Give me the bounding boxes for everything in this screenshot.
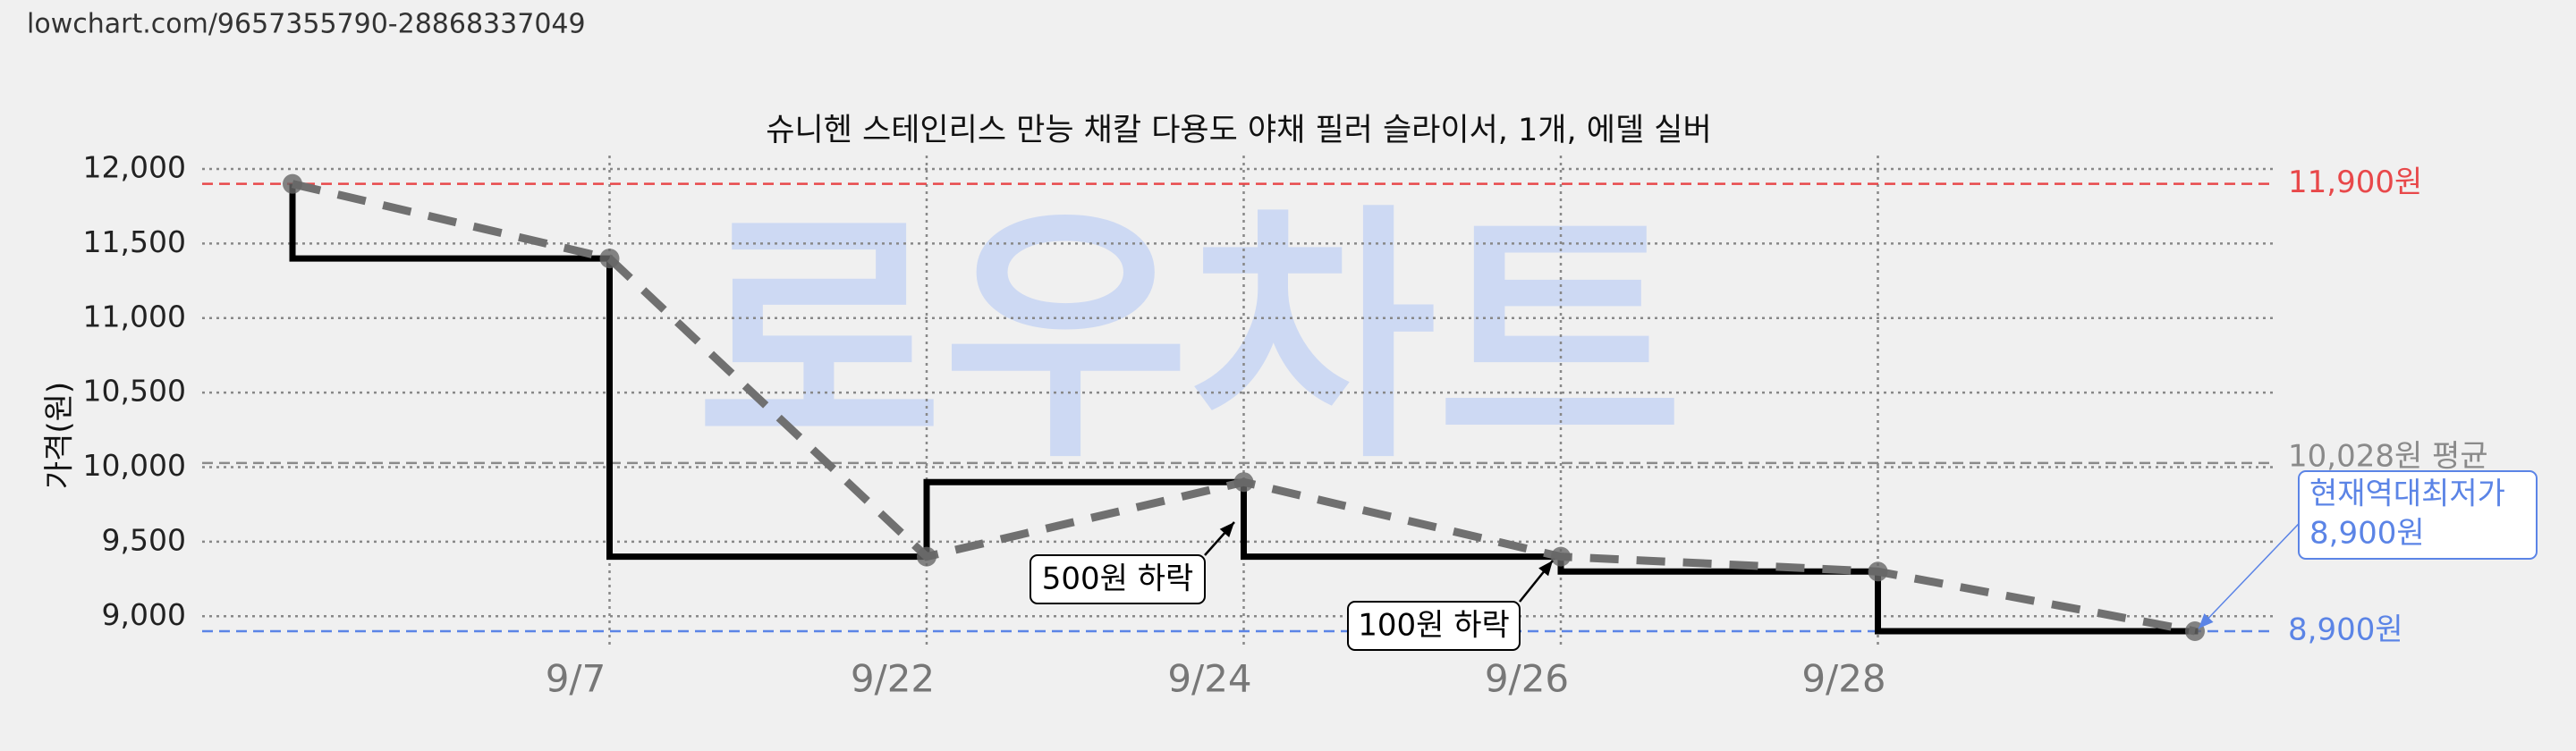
annotation: 500원 하락 bbox=[1030, 521, 1235, 604]
reference-label: 11,900원 bbox=[2288, 165, 2422, 200]
annotation-box bbox=[1347, 601, 1521, 651]
y-axis-label: 가격(원) bbox=[42, 382, 78, 489]
reference-label: 10,028원 평균 bbox=[2288, 438, 2488, 474]
annotation-text: 8,900원 bbox=[2309, 516, 2425, 552]
y-tick-label: 11,000 bbox=[83, 299, 186, 333]
url: lowchart.com/9657355790-28868337049 bbox=[27, 9, 586, 40]
annotation-text: 100원 하락 bbox=[1358, 608, 1510, 644]
watermark: 로우차트 bbox=[696, 182, 1683, 494]
x-tick-label: 9/24 bbox=[1167, 657, 1251, 701]
annotation-arrowhead bbox=[2199, 613, 2214, 629]
annotation-arrowhead bbox=[1538, 561, 1553, 577]
annotation-box bbox=[2298, 470, 2538, 560]
price-point bbox=[1551, 546, 1571, 567]
annotation-text: 현재역대최저가 bbox=[2309, 477, 2505, 512]
y-tick-label: 11,500 bbox=[83, 224, 186, 259]
y-tick-label: 9,500 bbox=[102, 522, 186, 557]
y-tick-label: 9,000 bbox=[102, 597, 186, 632]
price-point bbox=[917, 546, 936, 567]
annotation-arrow bbox=[2198, 523, 2300, 629]
price-point bbox=[1233, 472, 1254, 493]
x-tick-label: 9/26 bbox=[1485, 657, 1569, 701]
price-point bbox=[599, 249, 620, 269]
x-tick-label: 9/28 bbox=[1801, 657, 1885, 701]
price-point bbox=[283, 173, 302, 194]
annotation-box bbox=[1030, 554, 1206, 604]
x-tick-label: 9/22 bbox=[851, 657, 935, 701]
chart-title: 슈니헨 스테인리스 만능 채칼 다용도 야채 필러 슬라이서, 1개, 에델 실… bbox=[766, 113, 1711, 148]
y-tick-label: 12,000 bbox=[83, 150, 186, 185]
x-tick-label: 9/7 bbox=[546, 657, 606, 701]
annotation: 100원 하락 bbox=[1347, 560, 1554, 651]
annotation-arrowhead bbox=[1219, 522, 1234, 538]
annotation-text: 500원 하락 bbox=[1042, 561, 1194, 597]
reference-label: 8,900원 bbox=[2288, 612, 2403, 647]
y-tick-label: 10,500 bbox=[83, 374, 186, 409]
y-tick-label: 10,000 bbox=[83, 448, 186, 483]
annotation: 현재역대최저가 8,900원 bbox=[2198, 470, 2538, 629]
price-point bbox=[1868, 561, 1888, 582]
